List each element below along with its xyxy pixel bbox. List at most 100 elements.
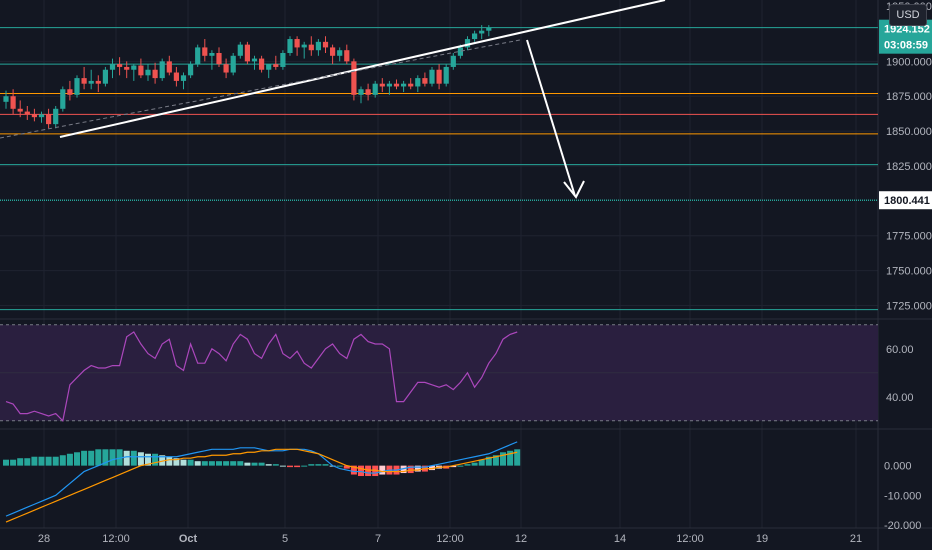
candle-body	[95, 80, 101, 84]
candle-body	[166, 61, 172, 73]
candle-body	[464, 39, 471, 48]
candle-body	[273, 64, 279, 67]
macd-histogram-bar	[343, 465, 350, 469]
forecast-arrow-head	[563, 180, 585, 199]
macd-histogram-bar	[322, 464, 329, 466]
time-tick-label: 12:00	[676, 533, 704, 545]
candle-body	[450, 55, 456, 67]
candle-body	[287, 39, 293, 53]
macd-histogram-bar	[258, 462, 265, 466]
candle-body	[351, 61, 357, 95]
candle-body	[67, 89, 73, 95]
macd-histogram-bar	[109, 449, 116, 466]
candle-body	[145, 69, 151, 76]
candle-body	[60, 89, 66, 109]
candle-body	[173, 72, 179, 81]
countdown-label: 03:08:59	[884, 40, 928, 52]
candle-body	[81, 78, 87, 84]
candle-body	[308, 44, 314, 51]
macd-histogram-bar	[59, 455, 66, 466]
macd-histogram-bar	[414, 465, 421, 472]
macd-histogram-bar	[10, 459, 17, 466]
candle-body	[117, 64, 123, 67]
macd-histogram-bar	[308, 464, 315, 466]
macd-pane[interactable]	[3, 441, 521, 523]
macd-histogram-bar	[429, 465, 435, 471]
macd-histogram-bar	[478, 459, 485, 466]
macd-histogram-bar	[350, 465, 357, 475]
target-price-label: 1800.441	[884, 195, 930, 207]
macd-histogram-bar	[492, 455, 499, 466]
candle-body	[301, 44, 307, 48]
candle-body	[74, 78, 80, 95]
macd-histogram-bar	[230, 461, 237, 466]
signal-line	[5, 448, 518, 523]
candle-body	[393, 83, 400, 87]
macd-histogram-bar	[315, 464, 322, 466]
price-tick-label: 1750.000	[886, 266, 932, 278]
macd-histogram-bar	[102, 449, 109, 466]
candle-body	[202, 47, 208, 56]
macd-histogram-bar	[287, 465, 293, 468]
candle-body	[131, 65, 137, 70]
price-axis[interactable]: 1900.000 1875.000 1850.000 1825.000 1775.000…	[879, 1, 932, 532]
rsi-tick-label: 60.00	[886, 344, 914, 356]
macd-histogram-bar	[173, 458, 180, 466]
time-tick-label: 12	[515, 533, 527, 545]
macd-histogram-bar	[223, 461, 230, 466]
time-tick-label: 14	[614, 533, 626, 545]
candle-body	[372, 83, 378, 95]
macd-histogram-bar	[301, 465, 308, 467]
macd-histogram-bar	[31, 456, 38, 466]
price-pane[interactable]	[0, 25, 878, 311]
drawing-annotations[interactable]	[0, 0, 666, 199]
macd-histogram-bar	[66, 453, 73, 466]
candle-body	[486, 27, 492, 31]
candle-body	[31, 114, 37, 118]
macd-histogram-bar	[272, 464, 279, 466]
candle-body	[24, 111, 30, 115]
candle-body	[152, 69, 158, 79]
macd-line	[5, 441, 518, 517]
target-price-tag	[879, 191, 932, 210]
last-price-label: 1924.152	[884, 24, 930, 36]
macd-tick-label: 0.000	[884, 461, 912, 473]
macd-tick-label: -10.000	[884, 490, 921, 502]
candle-body	[322, 41, 329, 48]
macd-histogram-bar	[88, 450, 95, 466]
currency-badge[interactable]: USD	[889, 4, 927, 26]
candle-body	[358, 89, 364, 95]
candle-body	[479, 30, 485, 34]
candle-body	[472, 33, 478, 40]
macd-histogram-bar	[500, 452, 506, 466]
candle-body	[216, 53, 222, 65]
candle-body	[3, 96, 9, 102]
macd-histogram-bar	[514, 449, 521, 466]
candle-body	[138, 65, 144, 76]
macd-histogram-bar	[81, 450, 88, 466]
time-axis[interactable]: 28 12:00 Oct 5 7 12:00 12 14 12:00 19 21	[38, 533, 862, 545]
macd-histogram-bar	[244, 462, 251, 466]
macd-histogram-bar	[187, 459, 194, 466]
candle-body	[188, 64, 194, 76]
macd-histogram-bar	[358, 465, 364, 477]
candle-body	[17, 108, 23, 112]
macd-histogram-bar	[145, 453, 151, 466]
macd-histogram-bar	[38, 456, 45, 466]
candle-body	[266, 64, 272, 70]
time-tick-label: 28	[38, 533, 50, 545]
macd-histogram-bar	[294, 465, 301, 468]
macd-histogram-bar	[130, 450, 137, 466]
macd-tick-label: -20.000	[884, 520, 921, 532]
candle-body	[159, 61, 165, 79]
macd-histogram-bar	[201, 461, 208, 466]
macd-histogram-bar	[450, 465, 457, 468]
candle-body	[315, 41, 321, 51]
rsi-pane[interactable]	[0, 324, 878, 423]
candle-body	[209, 53, 215, 56]
candle-body	[244, 44, 250, 62]
macd-histogram-bar	[471, 462, 478, 466]
candle-body	[280, 53, 286, 67]
macd-histogram-bar	[507, 450, 514, 466]
